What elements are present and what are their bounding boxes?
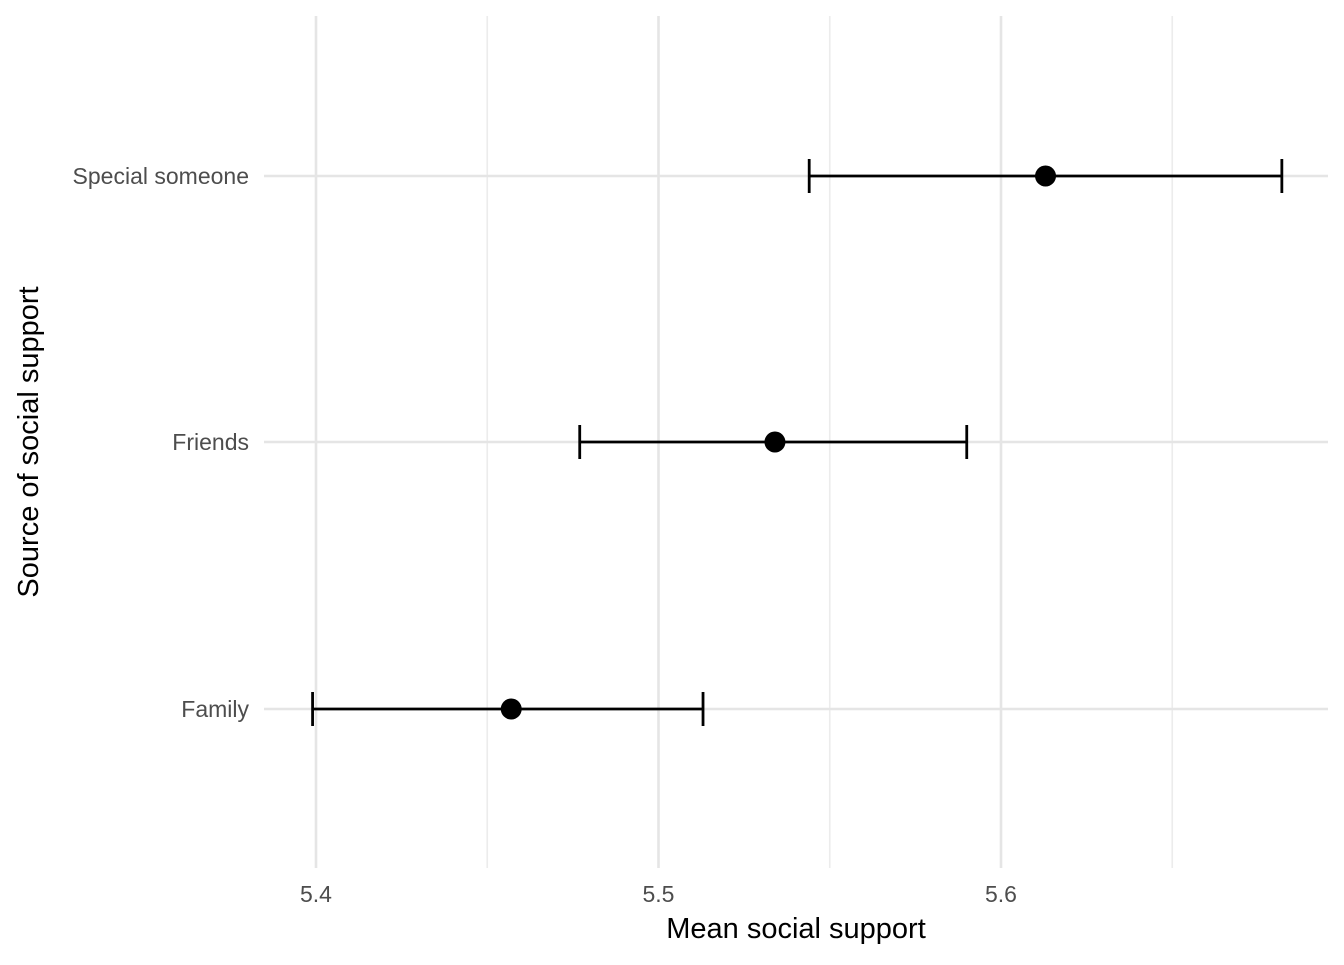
y-axis-title: Source of social support [13,286,45,597]
data-point [1035,165,1057,187]
marks-layer [311,159,1284,726]
y-tick-label: Family [181,696,249,722]
data-point [500,698,522,720]
x-axis-title: Mean social support [666,913,926,945]
x-tick-label: 5.4 [300,881,332,907]
y-tick-label: Special someone [73,163,249,189]
x-tick-label: 5.6 [985,881,1017,907]
data-point [764,431,786,453]
x-tick-label: 5.5 [643,881,675,907]
y-tick-label: Friends [172,429,249,455]
labels-layer: Mean social support Source of social sup… [13,163,1017,945]
